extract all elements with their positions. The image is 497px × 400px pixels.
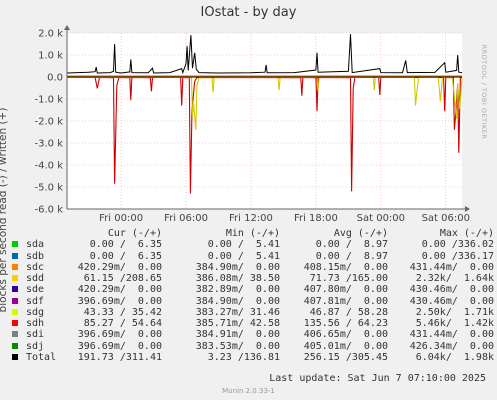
legend-cur: 0.00 / 6.35 bbox=[89, 250, 162, 262]
legend-min: 383.53m/ 0.00 bbox=[195, 340, 280, 352]
legend-max: 0.00 /336.02 bbox=[421, 239, 494, 251]
legend-header-avg: Avg (-/+) bbox=[333, 228, 388, 239]
x-tick-labels: Fri 00:00 Fri 06:00 Fri 12:00 Fri 18:00 Sat … bbox=[99, 213, 470, 222]
legend-avg: 0.00 / 8.97 bbox=[315, 250, 388, 262]
legend-name: sdh bbox=[26, 318, 45, 329]
legend-cur: 0.00 / 6.35 bbox=[89, 239, 162, 251]
y-axis-arrow bbox=[64, 25, 70, 30]
legend-name: sdj bbox=[26, 340, 45, 352]
x-tick-label: Sat 00:00 bbox=[357, 213, 405, 222]
y-tick-label: -3.0 k bbox=[35, 139, 64, 150]
y-tick-label: 0.0 bbox=[47, 73, 63, 84]
legend-swatch bbox=[12, 241, 18, 248]
series-line-total bbox=[66, 34, 463, 75]
legend-min: 384.90m/ 0.00 bbox=[195, 295, 280, 307]
y-tick-labels: 2.0 k 1.0 k 0.0 -1.0 k -2.0 k -3.0 k -4.0 k -5.… bbox=[35, 29, 64, 216]
y-tick-label: -2.0 k bbox=[35, 117, 64, 128]
legend-name: Total bbox=[26, 351, 57, 363]
x-tick-label: Sat 06:00 bbox=[422, 213, 470, 222]
legend-swatch bbox=[12, 263, 18, 270]
munin-version: Munin 2.0.33-1 bbox=[222, 387, 275, 395]
legend-header-cur: Cur (-/+) bbox=[107, 228, 162, 239]
legend-max: 431.44m/ 0.00 bbox=[409, 261, 494, 273]
legend-avg: 256.15 /305.45 bbox=[303, 351, 388, 363]
legend-max: 6.04k/ 1.98k bbox=[415, 351, 494, 363]
legend-name: sdg bbox=[26, 306, 45, 318]
legend-min: 0.00 / 5.41 bbox=[207, 250, 280, 262]
legend-name: sdc bbox=[26, 261, 45, 273]
x-tick-label: Fri 12:00 bbox=[229, 213, 273, 222]
grid-lines bbox=[67, 32, 462, 210]
legend-swatch bbox=[12, 308, 18, 315]
legend-name: sda bbox=[26, 239, 45, 251]
legend-cur: 420.29m/ 0.00 bbox=[77, 284, 162, 296]
legend-avg: 407.80m/ 0.00 bbox=[303, 284, 388, 296]
x-tick-label: Fri 18:00 bbox=[294, 213, 338, 222]
legend-max: 426.34m/ 0.00 bbox=[409, 340, 494, 352]
plot-area: 2.0 k 1.0 k 0.0 -1.0 k -2.0 k -3.0 k -4.0 k -5.… bbox=[35, 25, 470, 222]
legend-max: 2.50k/ 1.71k bbox=[415, 306, 494, 318]
legend-max: 430.46m/ 0.00 bbox=[409, 284, 494, 296]
legend-avg: 71.73 /165.00 bbox=[309, 273, 388, 284]
legend-avg: 405.01m/ 0.00 bbox=[303, 340, 388, 352]
legend-swatch bbox=[12, 252, 18, 259]
legend-avg: 46.87 / 58.28 bbox=[309, 306, 388, 318]
legend-header-min: Min (-/+) bbox=[225, 228, 280, 239]
y-tick-label: 2.0 k bbox=[38, 29, 63, 40]
legend-cur: 420.29m/ 0.00 bbox=[77, 261, 162, 273]
x-tick-label: Fri 06:00 bbox=[164, 213, 208, 222]
legend-max: 430.46m/ 0.00 bbox=[409, 295, 494, 307]
legend-cur: 85.27 / 54.64 bbox=[83, 318, 162, 329]
legend-min: 384.90m/ 0.00 bbox=[195, 261, 280, 273]
legend-name: sdb bbox=[26, 250, 45, 262]
legend-cur: 191.73 /311.41 bbox=[77, 351, 162, 363]
legend-cur: 43.33 / 35.42 bbox=[83, 306, 162, 318]
legend-header-max: Max (-/+) bbox=[439, 228, 494, 239]
legend-name: sde bbox=[26, 284, 45, 296]
legend-swatch bbox=[12, 353, 18, 360]
x-tick-label: Fri 00:00 bbox=[99, 213, 143, 222]
legend-swatch bbox=[12, 342, 18, 349]
legend-swatch bbox=[12, 286, 18, 293]
legend-cur: 396.69m/ 0.00 bbox=[77, 340, 162, 352]
legend-avg: 0.00 / 8.97 bbox=[315, 239, 388, 251]
legend-min: 0.00 / 5.41 bbox=[207, 239, 280, 251]
legend-avg: 407.81m/ 0.00 bbox=[303, 295, 388, 307]
legend-min: 384.91m/ 0.00 bbox=[195, 329, 280, 341]
legend-name: sdd bbox=[26, 273, 45, 284]
legend-min: 385.71m/ 42.58 bbox=[195, 318, 280, 329]
legend-name: sdf bbox=[26, 295, 45, 307]
axes bbox=[64, 25, 470, 212]
y-tick-label: -1.0 k bbox=[35, 95, 64, 106]
legend-max: 0.00 /336.17 bbox=[421, 250, 494, 262]
legend-min: 386.08m/ 38.50 bbox=[195, 273, 280, 284]
legend-avg: 406.65m/ 0.00 bbox=[303, 329, 388, 341]
legend-avg: 135.56 / 64.23 bbox=[303, 318, 388, 329]
y-tick-label: -5.0 k bbox=[35, 183, 64, 194]
legend-cur: 61.15 /208.65 bbox=[83, 273, 162, 284]
legend-max: 431.44m/ 0.00 bbox=[409, 329, 494, 341]
legend-cur: 396.69m/ 0.00 bbox=[77, 329, 162, 341]
y-tick-label: -6.0 k bbox=[35, 205, 64, 216]
legend-name: sdi bbox=[26, 329, 45, 341]
legend-cur: 396.69m/ 0.00 bbox=[77, 295, 162, 307]
plot-background bbox=[67, 33, 462, 209]
chart-title: IOstat - by day bbox=[200, 5, 297, 20]
legend-swatch bbox=[12, 297, 18, 304]
y-tick-label: 1.0 k bbox=[38, 51, 63, 62]
legend-swatch bbox=[12, 275, 18, 281]
legend-min: 3.23 /136.81 bbox=[207, 351, 280, 363]
legend-avg: 408.15m/ 0.00 bbox=[303, 261, 388, 273]
legend-swatch bbox=[12, 331, 18, 338]
x-axis-arrow bbox=[465, 206, 470, 212]
legend-swatch bbox=[12, 320, 18, 326]
legend-max: 5.46k/ 1.42k bbox=[415, 318, 494, 329]
legend-min: 383.27m/ 31.46 bbox=[195, 306, 280, 318]
legend-max: 2.32k/ 1.64k bbox=[415, 273, 494, 284]
last-update: Last update: Sat Jun 7 07:10:00 2025 bbox=[269, 373, 486, 384]
legend-min: 382.89m/ 0.00 bbox=[195, 284, 280, 296]
y-tick-label: -4.0 k bbox=[35, 161, 64, 172]
